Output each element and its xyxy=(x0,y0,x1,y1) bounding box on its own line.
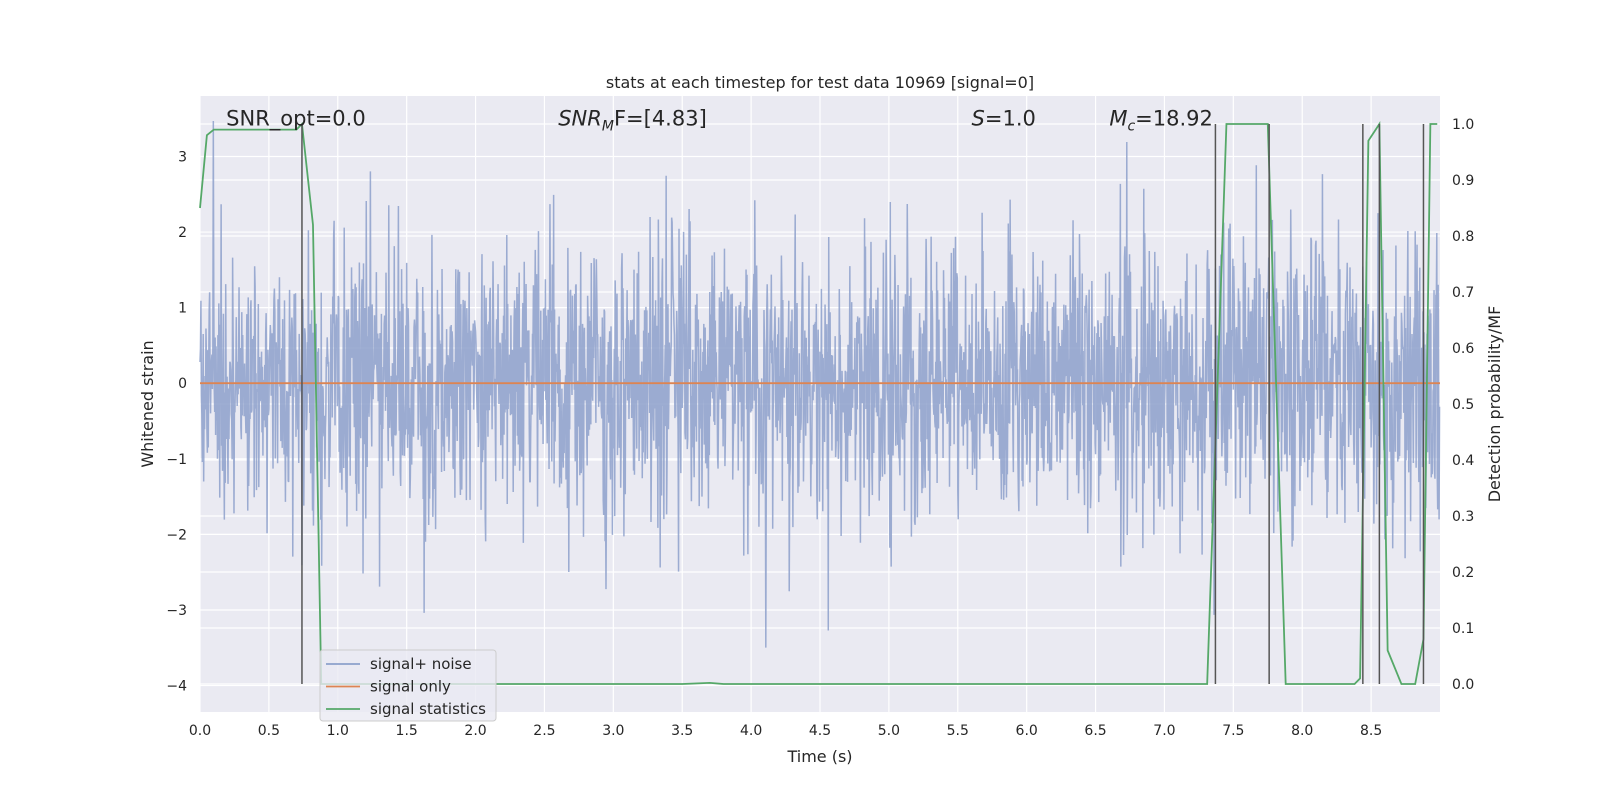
annotation-value: F=[4.83] xyxy=(614,107,707,131)
annotation-0: SNR_opt=0.0 xyxy=(226,107,366,132)
legend-label: signal+ noise xyxy=(370,655,472,673)
x-tick-label: 1.0 xyxy=(327,723,349,739)
annotation-value: =18.92 xyxy=(1135,107,1213,131)
y-tick-label: −1 xyxy=(166,452,187,468)
x-tick-label: 7.0 xyxy=(1153,723,1175,739)
x-tick-label: 0.5 xyxy=(258,723,280,739)
x-tick-label: 2.0 xyxy=(464,723,486,739)
annotation-2: S=1.0 xyxy=(972,107,1036,131)
y-right-tick-label: 0.7 xyxy=(1452,285,1474,301)
x-tick-label: 5.5 xyxy=(947,723,969,739)
annotation-symbol: M xyxy=(1109,107,1127,131)
y-tick-label: 3 xyxy=(178,149,187,165)
x-tick-label: 6.5 xyxy=(1084,723,1106,739)
y-right-tick-label: 0.8 xyxy=(1452,229,1474,245)
y-tick-label: 1 xyxy=(178,301,187,317)
y-axis-label: Whitened strain xyxy=(138,340,157,467)
x-tick-label: 1.5 xyxy=(396,723,418,739)
series-signal-noise xyxy=(199,121,1441,648)
x-tick-label: 5.0 xyxy=(878,723,900,739)
annotation-subscript: c xyxy=(1127,119,1135,135)
annotation-symbol: S xyxy=(972,107,985,131)
annotation-symbol: SNR xyxy=(558,107,602,131)
x-tick-label: 8.5 xyxy=(1360,723,1382,739)
y-tick-label: −4 xyxy=(166,679,187,695)
x-tick-label: 7.5 xyxy=(1222,723,1244,739)
tick-labels: 0.0 0.5 1.0 1.5 2.0 2.5 3.0 3.5 4.0 4.5 5.0 5.5 6.0 6… xyxy=(166,117,1474,739)
x-tick-label: 3.5 xyxy=(671,723,693,739)
y-tick-label: 2 xyxy=(178,225,187,241)
y-tick-label: −2 xyxy=(166,527,187,543)
data-layer xyxy=(199,121,1441,685)
annotation-value: =1.0 xyxy=(985,107,1036,131)
y-right-tick-label: 0.6 xyxy=(1452,341,1474,357)
x-tick-label: 3.0 xyxy=(602,723,624,739)
y-right-tick-label: 1.0 xyxy=(1452,117,1474,133)
x-tick-label: 8.0 xyxy=(1291,723,1313,739)
annotation-subscript: M xyxy=(602,119,614,135)
x-tick-label: 4.5 xyxy=(809,723,831,739)
y-right-tick-label: 0.4 xyxy=(1452,453,1474,469)
legend: signal+ noise signal only signal statistic… xyxy=(319,649,497,722)
x-tick-label: 2.5 xyxy=(533,723,555,739)
legend-label: signal only xyxy=(370,678,451,696)
legend-label: signal statistics xyxy=(370,700,486,718)
x-tick-label: 6.0 xyxy=(1016,723,1038,739)
x-tick-label: 0.0 xyxy=(189,723,211,739)
chart-title: stats at each timestep for test data 109… xyxy=(606,73,1034,92)
y-right-tick-label: 0.0 xyxy=(1452,677,1474,693)
y-right-tick-label: 0.3 xyxy=(1452,509,1474,525)
y-tick-label: −3 xyxy=(166,603,187,619)
annotation-1: SNRMF=[4.83] xyxy=(558,107,707,135)
y-right-tick-label: 0.9 xyxy=(1452,173,1474,189)
y-axis-label-right: Detection probability/MF xyxy=(1485,306,1504,503)
legend-frame xyxy=(319,649,497,722)
annotation-3: Mc=18.92 xyxy=(1109,107,1213,135)
y-right-tick-label: 0.5 xyxy=(1452,397,1474,413)
x-axis-label: Time (s) xyxy=(786,747,852,766)
y-tick-label: 0 xyxy=(178,376,187,392)
annotations: SNR_opt=0.0 SNRMF=[4.83] S=1.0 Mc=18.92 xyxy=(226,107,1213,135)
y-right-tick-label: 0.2 xyxy=(1452,565,1474,581)
y-right-tick-label: 0.1 xyxy=(1452,621,1474,637)
x-tick-label: 4.0 xyxy=(740,723,762,739)
